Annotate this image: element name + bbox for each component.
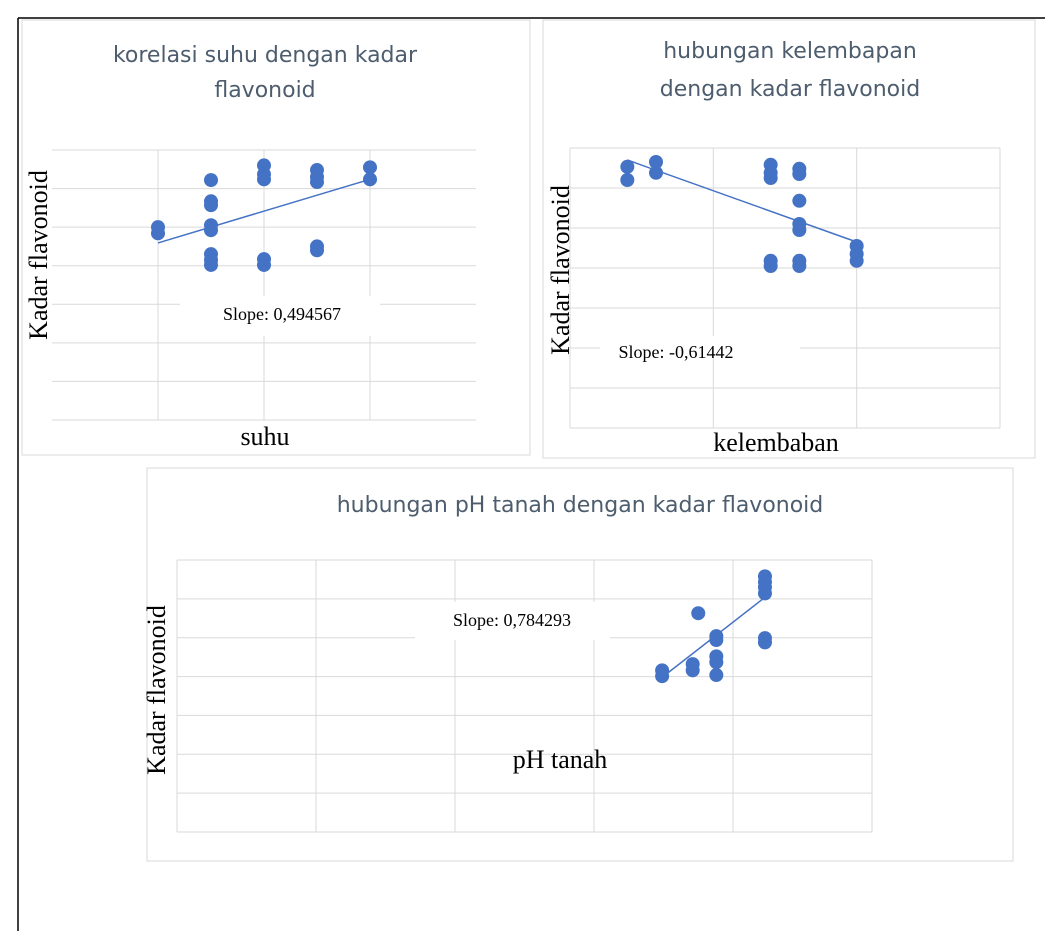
point [257,257,271,272]
point [620,173,635,187]
point [792,259,807,273]
point [649,155,663,169]
point [757,586,772,601]
annotation-box [415,602,610,640]
point [709,655,724,670]
trendline [661,596,766,678]
annotation: Slope: -0,61442 [619,342,734,362]
point [792,193,807,208]
point [204,198,218,213]
chart-title: dengan kadar flavonoid [660,77,920,102]
point [204,173,218,188]
chart-frame [542,19,1036,459]
chart-frame [21,19,531,456]
annotation-box [600,336,800,356]
chart-title: flavonoid [214,78,315,103]
point [363,160,377,175]
point [151,226,165,241]
annotation: Slope: 0,784293 [453,610,571,630]
point [310,243,324,258]
point [655,669,670,684]
chart-title: hubungan kelembapan [663,39,917,64]
point [620,159,635,174]
chart-title: hubungan pH tanah dengan kadar flavonoid [337,493,824,518]
y-axis-label: Kadar flavonoid [546,185,575,355]
charts: korelasi suhu dengan kadar flavonoid Kadar… [24,39,1001,833]
annotation-box [180,296,380,336]
point [204,257,218,272]
point [763,171,778,185]
trendline [627,159,857,243]
annotation: Slope: 0,494567 [223,304,341,324]
x-axis-label: kelembaban [713,428,839,457]
y-axis-label: Kadar flavonoid [24,170,53,340]
point [691,606,706,621]
y-axis-label: Kadar flavonoid [142,605,171,775]
point [792,167,807,181]
point [849,253,864,268]
point [763,259,778,273]
x-axis-label: pH tanah [513,745,608,774]
point [792,223,807,237]
point [757,635,772,650]
point [685,663,700,678]
point [709,633,724,648]
chart-title: korelasi suhu dengan kadar [113,43,418,68]
point [709,668,724,683]
point [310,175,324,190]
point [257,172,271,187]
x-axis-label: suhu [240,422,289,451]
trendline [157,178,371,244]
chart-frame [146,467,1014,862]
